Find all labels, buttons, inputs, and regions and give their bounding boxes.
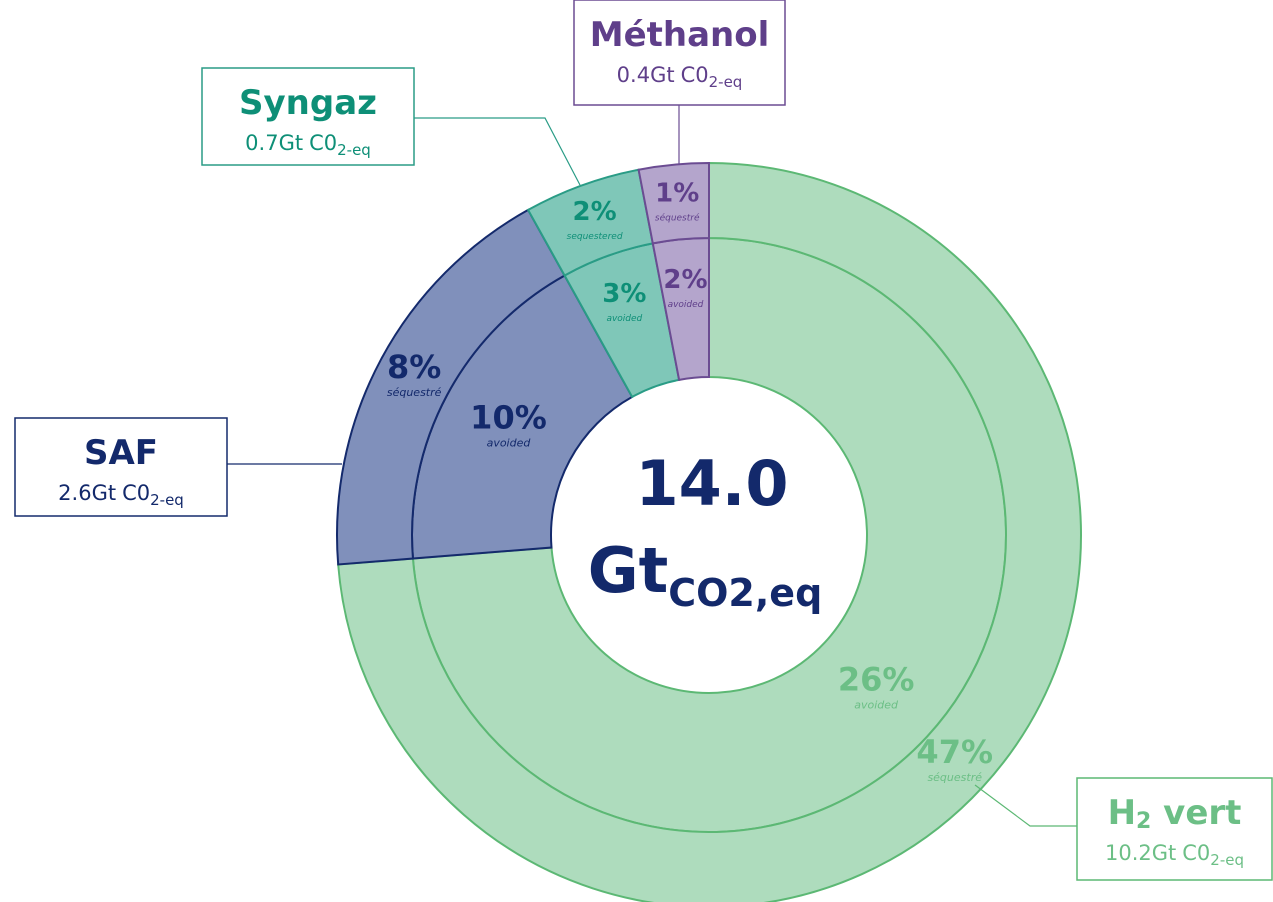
avoided-label: 2% bbox=[663, 265, 707, 295]
leader-line bbox=[414, 117, 581, 186]
sequestered-label: 47% bbox=[916, 733, 993, 771]
callout-box bbox=[1076, 777, 1273, 881]
callout-amount: 2.6Gt C02-eq bbox=[58, 481, 184, 509]
center-value: 14.0 bbox=[636, 447, 789, 520]
callout-box bbox=[201, 67, 415, 166]
name: SAF bbox=[84, 433, 158, 473]
sequestered-segment bbox=[337, 161, 1082, 902]
amount: 0.7Gt bbox=[245, 131, 303, 155]
sequestered-label: 8% bbox=[387, 348, 441, 386]
unit-sub: 2-eq bbox=[337, 141, 371, 159]
unit: C0 bbox=[122, 481, 150, 505]
avoided-word: avoided bbox=[668, 300, 704, 310]
sequestered-word: séquestré bbox=[655, 213, 700, 224]
sequestered-word: sequestered bbox=[567, 232, 623, 242]
avoided-word: avoided bbox=[487, 437, 532, 450]
sequestered-segment bbox=[637, 161, 710, 245]
unit-sub: 2-eq bbox=[1210, 851, 1244, 869]
callout-name: Syngaz bbox=[239, 83, 377, 123]
avoided-label: 26% bbox=[838, 660, 915, 698]
avoided-word: avoided bbox=[606, 314, 642, 324]
callout-name: SAF bbox=[84, 433, 158, 473]
amount: 10.2Gt bbox=[1105, 841, 1176, 865]
leader-line bbox=[974, 784, 1077, 827]
name: Méthanol bbox=[590, 15, 770, 55]
unit-sub: 2-eq bbox=[709, 73, 743, 91]
name: Syngaz bbox=[239, 83, 377, 123]
callout-amount: 0.7Gt C02-eq bbox=[245, 131, 371, 159]
amount: 2.6Gt bbox=[58, 481, 116, 505]
callout-name: H2 vert bbox=[1108, 793, 1242, 835]
callout-box bbox=[14, 417, 228, 517]
unit: C0 bbox=[1182, 841, 1210, 865]
amount: 0.4Gt bbox=[617, 63, 675, 87]
center-unit-sub: CO2,eq bbox=[668, 571, 822, 615]
sequestered-word: séquestré bbox=[927, 771, 982, 784]
sequestered-word: séquestré bbox=[387, 386, 442, 399]
callout-name: Méthanol bbox=[590, 15, 770, 55]
center-unit-main: Gt bbox=[588, 534, 669, 607]
name-sub: 2 bbox=[1136, 809, 1151, 834]
unit: C0 bbox=[309, 131, 337, 155]
sequestered-label: 2% bbox=[573, 197, 617, 227]
sequestered-label: 1% bbox=[655, 179, 699, 209]
unit: C0 bbox=[681, 63, 709, 87]
avoided-label: 3% bbox=[602, 279, 646, 309]
center-unit: GtCO2,eq bbox=[588, 534, 823, 614]
name-tail: vert bbox=[1151, 793, 1241, 833]
callout-amount: 10.2Gt C02-eq bbox=[1105, 841, 1244, 869]
avoided-label: 10% bbox=[470, 399, 547, 437]
name: H bbox=[1108, 793, 1136, 833]
callout-box bbox=[573, 0, 786, 106]
unit-sub: 2-eq bbox=[150, 491, 184, 509]
avoided-word: avoided bbox=[854, 698, 899, 711]
callout-amount: 0.4Gt C02-eq bbox=[617, 63, 743, 91]
